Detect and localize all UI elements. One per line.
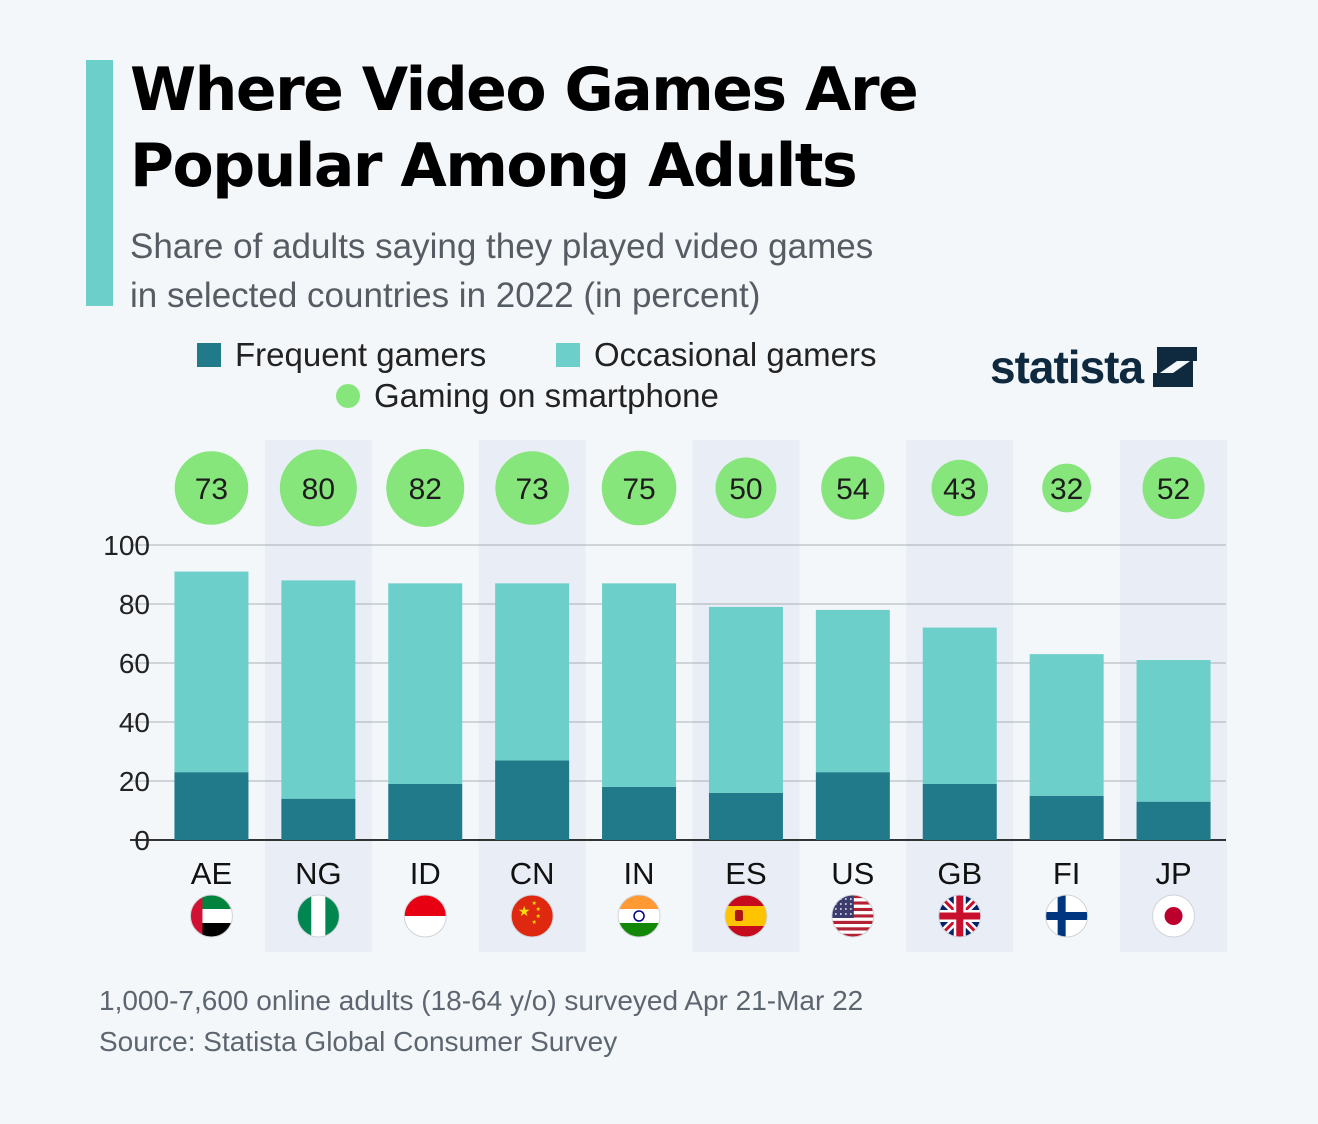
bar-frequent-es (708, 792, 783, 840)
bar-frequent-ae (174, 772, 249, 840)
survey-note: 1,000-7,600 online adults (18-64 y/o) su… (99, 985, 864, 1016)
flag-cn-icon: ★★★★★ (510, 894, 554, 938)
flag-ng-icon (296, 894, 340, 938)
y-tick-label-100: 100 (103, 530, 150, 561)
flag-us-icon (831, 894, 875, 938)
bar-frequent-ng (281, 798, 356, 840)
smartphone-value-id: 82 (409, 473, 442, 506)
title-line-2: Popular Among Adults (130, 131, 858, 201)
bar-occasional-gb (922, 627, 997, 784)
legend-smartphone-swatch (336, 384, 360, 408)
svg-text:★: ★ (518, 904, 531, 920)
smartphone-bubble-ae (174, 451, 249, 525)
x-tick-label-cn: CN (510, 856, 555, 891)
flag-fi-icon (1045, 894, 1089, 938)
bar-frequent-us (815, 772, 890, 840)
smartphone-bubble-id (386, 449, 465, 527)
x-tick-label-us: US (831, 856, 874, 891)
x-tick-label-id: ID (410, 856, 441, 891)
bar-frequent-id (388, 783, 463, 840)
smartphone-bubble-jp (1142, 456, 1205, 520)
title-line-1: Where Video Games Are (130, 55, 919, 125)
bar-occasional-es (708, 606, 783, 793)
smartphone-value-fi: 32 (1050, 473, 1083, 506)
legend-smartphone: Gaming on smartphone (336, 377, 719, 415)
title-accent-bar (86, 60, 113, 306)
flag-in-icon (617, 894, 661, 938)
bar-occasional-jp (1136, 660, 1211, 802)
source-note: Source: Statista Global Consumer Survey (99, 1026, 618, 1057)
svg-text:★: ★ (531, 919, 536, 926)
page-title: Where Video Games Are Popular Among Adul… (130, 52, 919, 204)
x-tick-label-es: ES (725, 856, 766, 891)
legend-frequent: Frequent gamers (197, 336, 486, 374)
statista-logo: statista (990, 340, 1198, 394)
footer: 1,000-7,600 online adults (18-64 y/o) su… (99, 980, 863, 1062)
bar-occasional-id (388, 583, 463, 784)
x-tick-label-ng: NG (295, 856, 342, 891)
smartphone-value-jp: 52 (1157, 473, 1190, 506)
smartphone-value-gb: 43 (943, 473, 976, 506)
smartphone-value-es: 50 (729, 473, 762, 506)
y-tick-label-20: 20 (119, 766, 150, 797)
y-tick-label-0: 0 (134, 825, 150, 856)
x-tick-label-gb: GB (937, 856, 982, 891)
bar-occasional-ae (174, 571, 249, 773)
smartphone-value-ae: 73 (195, 473, 228, 506)
legend-occasional: Occasional gamers (556, 336, 876, 374)
smartphone-value-cn: 73 (515, 473, 548, 506)
smartphone-value-us: 54 (836, 473, 869, 506)
subtitle-line-2: in selected countries in 2022 (in percen… (130, 276, 761, 315)
smartphone-bubble-gb (931, 459, 988, 517)
bar-occasional-cn (495, 583, 570, 761)
y-tick-label-60: 60 (119, 648, 150, 679)
y-tick-label-40: 40 (119, 707, 150, 738)
bar-frequent-fi (1029, 795, 1104, 840)
bar-occasional-fi (1029, 654, 1104, 796)
legend-frequent-label: Frequent gamers (235, 336, 487, 373)
legend-smartphone-label: Gaming on smartphone (374, 377, 719, 414)
subtitle: Share of adults saying they played video… (130, 222, 873, 320)
bar-frequent-in (602, 786, 677, 840)
smartphone-bubble-fi (1042, 463, 1092, 513)
x-tick-label-in: IN (624, 856, 655, 891)
legend-occasional-label: Occasional gamers (594, 336, 877, 373)
x-tick-label-ae: AE (191, 856, 232, 891)
subtitle-line-1: Share of adults saying they played video… (130, 227, 874, 266)
svg-text:★: ★ (535, 913, 540, 920)
bar-occasional-us (815, 609, 890, 773)
y-tick-label-80: 80 (119, 589, 150, 620)
brand-name: statista (990, 341, 1144, 393)
bar-frequent-jp (1136, 801, 1211, 840)
smartphone-bubble-ng (279, 449, 357, 527)
flag-gb-icon (938, 894, 982, 938)
svg-text:★: ★ (531, 900, 536, 907)
smartphone-bubble-in (601, 450, 677, 526)
bar-occasional-ng (281, 580, 356, 799)
flag-jp-icon (1152, 894, 1196, 938)
x-tick-label-fi: FI (1053, 856, 1081, 891)
smartphone-value-in: 75 (622, 473, 655, 506)
legend-occasional-swatch (556, 343, 580, 367)
x-tick-label-jp: JP (1155, 856, 1191, 891)
smartphone-value-ng: 80 (302, 473, 335, 506)
legend-frequent-swatch (197, 343, 221, 367)
bar-frequent-cn (495, 760, 570, 840)
svg-text:★: ★ (535, 906, 540, 913)
flag-es-icon (724, 894, 768, 938)
flag-id-icon (403, 894, 447, 938)
smartphone-bubble-cn (495, 451, 569, 525)
flag-ae-icon (189, 894, 233, 938)
bar-frequent-gb (922, 783, 997, 840)
statista-logo-icon (1153, 347, 1198, 387)
smartphone-bubble-us (821, 456, 885, 520)
bar-occasional-in (602, 583, 677, 787)
smartphone-bubble-es (715, 457, 777, 519)
